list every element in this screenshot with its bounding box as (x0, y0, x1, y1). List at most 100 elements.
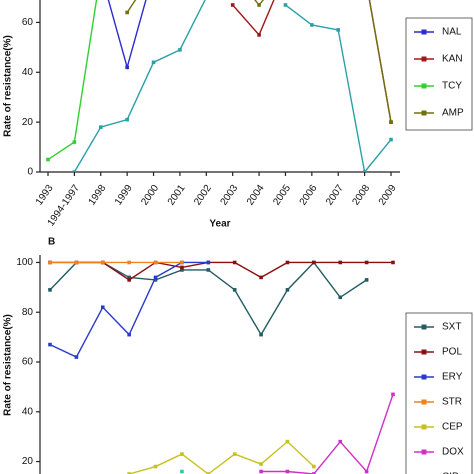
point (153, 464, 158, 469)
y-tick-label: 80 (22, 307, 34, 318)
point (46, 157, 50, 162)
legend-label: AMP (442, 108, 464, 119)
legend-marker (421, 349, 427, 355)
legend-box (405, 312, 473, 474)
point (389, 120, 393, 124)
series-line (107, 0, 147, 70)
point (125, 117, 129, 122)
point (338, 260, 343, 265)
y-tick-label: 60 (22, 17, 34, 28)
point (127, 332, 131, 337)
legend-label: NAL (442, 27, 462, 38)
point (100, 260, 105, 265)
legend-marker (421, 29, 427, 35)
panel-title: B (48, 237, 55, 248)
point (391, 260, 395, 265)
point (391, 392, 395, 397)
point (257, 3, 261, 7)
point (364, 469, 369, 474)
point (127, 278, 131, 282)
x-tick-label: 2006 (298, 183, 320, 208)
point (232, 452, 237, 456)
y-axis-title: Rate of resistance(%) (3, 314, 14, 416)
point (153, 260, 158, 265)
legend-label: ERY (442, 372, 463, 383)
point (153, 275, 158, 280)
x-tick-label: 2002 (192, 183, 214, 208)
legend-label: CIP (442, 472, 459, 474)
point (151, 60, 156, 65)
series-line (128, 440, 315, 474)
legend-marker (421, 83, 427, 89)
point (230, 3, 235, 7)
point (127, 472, 131, 474)
legend-label: CEP (442, 422, 463, 433)
point (338, 295, 343, 300)
point (312, 260, 316, 265)
point (180, 260, 184, 265)
point (364, 278, 369, 282)
point (180, 265, 184, 270)
point (285, 469, 290, 474)
legend-marker (421, 324, 427, 330)
point (125, 10, 129, 15)
point (362, 170, 367, 172)
legend-marker (421, 374, 427, 380)
legend-marker (421, 110, 427, 116)
point (206, 268, 211, 272)
y-tick-label: 100 (16, 257, 33, 268)
point (232, 288, 237, 292)
point (206, 472, 211, 474)
point (259, 469, 263, 474)
y-tick-label: 20 (22, 456, 34, 467)
x-tick-label: 1998 (87, 183, 109, 208)
point (48, 260, 52, 265)
series-line (261, 394, 394, 474)
x-tick-label: 2007 (324, 183, 346, 208)
y-axis-title: Rate of resistance(%) (3, 35, 14, 137)
point (127, 275, 131, 280)
point (364, 260, 369, 265)
legend-label: STR (442, 397, 462, 408)
legend-marker (421, 56, 427, 62)
x-tick-label: 1999 (113, 183, 135, 208)
point (283, 3, 288, 7)
legend-marker (421, 424, 427, 430)
x-tick-label: 2008 (350, 183, 372, 208)
y-tick-label: 20 (22, 117, 34, 128)
point (72, 140, 77, 144)
legend-label: POL (442, 347, 462, 358)
legend-box (405, 17, 473, 131)
x-axis-title: Year (209, 219, 230, 230)
point (178, 48, 182, 52)
point (312, 472, 316, 474)
series-line (50, 261, 393, 281)
point (312, 464, 316, 469)
point (206, 260, 211, 265)
series-line (49, 261, 368, 337)
legend-marker (421, 399, 427, 405)
point (125, 65, 129, 70)
x-tick-label: 2004 (245, 183, 267, 208)
point (180, 469, 184, 474)
y-tick-label: 0 (27, 167, 33, 178)
legend-marker (421, 449, 427, 455)
x-tick-label: 2003 (219, 183, 241, 208)
point (259, 332, 263, 337)
point (257, 33, 261, 37)
point (285, 439, 290, 444)
series-line (232, 0, 392, 123)
point (100, 305, 105, 310)
point (48, 288, 52, 292)
y-tick-label: 40 (22, 67, 34, 78)
point (74, 355, 79, 359)
series-line (73, 0, 392, 172)
legend-label: KAN (442, 54, 463, 65)
legend-label: SXT (442, 322, 461, 333)
point (180, 452, 184, 456)
point (153, 278, 158, 282)
point (232, 260, 237, 265)
point (98, 125, 103, 129)
